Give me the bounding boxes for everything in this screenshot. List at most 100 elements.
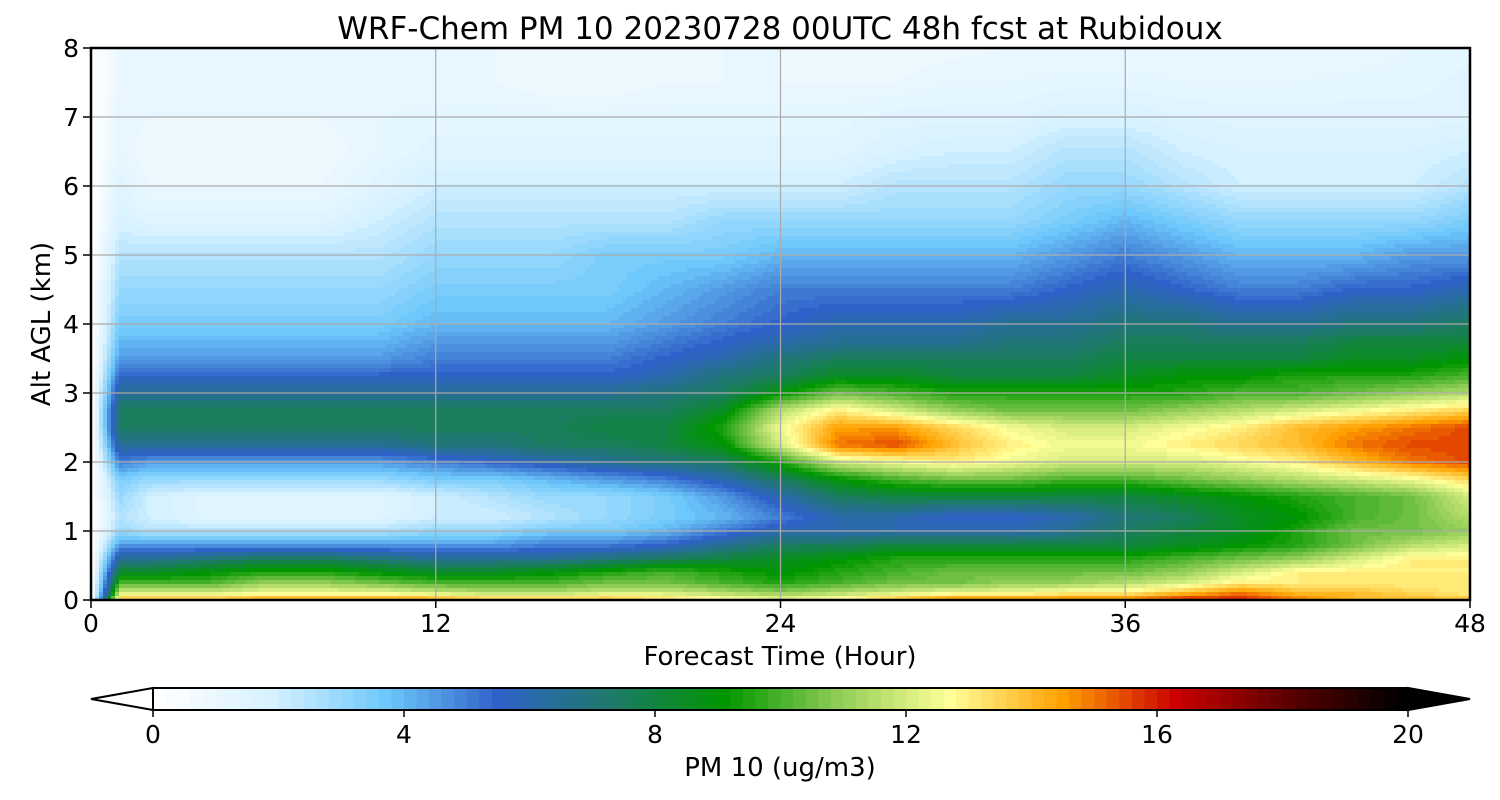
contour-cell (575, 64, 580, 69)
contour-cell (811, 60, 816, 65)
contour-cell (671, 100, 676, 105)
contour-cell (791, 56, 796, 61)
contour-cell (959, 100, 964, 105)
contour-cell (279, 80, 284, 85)
contour-cell (639, 84, 644, 89)
contour-cell (1079, 60, 1084, 65)
contour-cell (651, 80, 656, 85)
contour-cell (1267, 84, 1272, 89)
contour-cell (99, 60, 104, 65)
contour-cell (487, 72, 492, 77)
contour-cell (535, 104, 540, 109)
contour-cell (255, 96, 260, 101)
contour-cell (1231, 80, 1236, 85)
contour-cell (1131, 92, 1136, 97)
contour-cell (359, 72, 364, 77)
contour-cell (255, 76, 260, 81)
contour-cell (679, 52, 684, 57)
contour-cell (883, 76, 888, 81)
contour-cell (503, 92, 508, 97)
contour-cell (131, 64, 136, 69)
contour-cell (811, 96, 816, 101)
contour-cell (171, 64, 176, 69)
contour-cell (1303, 80, 1308, 85)
contour-cell (559, 92, 564, 97)
contour-cell (1143, 80, 1148, 85)
contour-cell (675, 96, 680, 101)
contour-cell (1119, 96, 1124, 101)
contour-cell (315, 92, 320, 97)
contour-cell (1391, 68, 1396, 73)
contour-cell (511, 76, 516, 81)
contour-cell (1163, 52, 1168, 57)
contour-cell (347, 64, 352, 69)
contour-cell (507, 80, 512, 85)
contour-cell (1151, 52, 1156, 57)
contour-cell (555, 64, 560, 69)
contour-cell (855, 84, 860, 89)
contour-cell (263, 104, 268, 109)
contour-cell (603, 80, 608, 85)
contour-cell (687, 56, 692, 61)
contour-cell (1115, 100, 1120, 105)
contour-cell (1087, 64, 1092, 69)
contour-cell (623, 72, 628, 77)
contour-cell (675, 80, 680, 85)
contour-cell (719, 60, 724, 65)
contour-cell (839, 84, 844, 89)
contour-cell (535, 92, 540, 97)
contour-cell (451, 68, 456, 73)
contour-cell (927, 96, 932, 101)
contour-cell (427, 60, 432, 65)
contour-cell (123, 104, 128, 109)
contour-cell (279, 76, 284, 81)
contour-cell (243, 92, 248, 97)
contour-cell (743, 92, 748, 97)
contour-cell (1131, 56, 1136, 61)
contour-cell (219, 84, 224, 89)
contour-cell (1035, 92, 1040, 97)
contour-cell (927, 92, 932, 97)
contour-cell (719, 52, 724, 57)
contour-cell (1175, 84, 1180, 89)
contour-cell (403, 88, 408, 93)
contour-cell (399, 60, 404, 65)
contour-cell (655, 72, 660, 77)
contour-cell (267, 72, 272, 77)
contour-cell (363, 64, 368, 69)
contour-cell (363, 104, 368, 109)
contour-cell (779, 96, 784, 101)
contour-cell (931, 100, 936, 105)
contour-cell (1115, 88, 1120, 93)
contour-cell (751, 88, 756, 93)
contour-cell (1435, 72, 1440, 77)
contour-cell (1099, 52, 1104, 57)
contour-cell (887, 76, 892, 81)
contour-cell (587, 88, 592, 93)
contour-cell (583, 60, 588, 65)
contour-cell (751, 76, 756, 81)
contour-cell (227, 60, 232, 65)
contour-cell (423, 64, 428, 69)
contour-cell (1399, 60, 1404, 65)
contour-cell (1075, 52, 1080, 57)
contour-cell (1327, 52, 1332, 57)
contour-cell (279, 92, 284, 97)
contour-cell (1407, 84, 1412, 89)
contour-cell (231, 60, 236, 65)
contour-cell (651, 72, 656, 77)
contour-cell (847, 64, 852, 69)
contour-cell (859, 92, 864, 97)
contour-cell (387, 84, 392, 89)
contour-cell (1159, 96, 1164, 101)
contour-cell (627, 100, 632, 105)
contour-cell (535, 76, 540, 81)
contour-cell (1415, 72, 1420, 77)
contour-cell (1387, 92, 1392, 97)
contour-cell (1199, 68, 1204, 73)
contour-cell (787, 68, 792, 73)
contour-cell (923, 52, 928, 57)
contour-cell (599, 76, 604, 81)
contour-cell (919, 80, 924, 85)
contour-cell (331, 64, 336, 69)
